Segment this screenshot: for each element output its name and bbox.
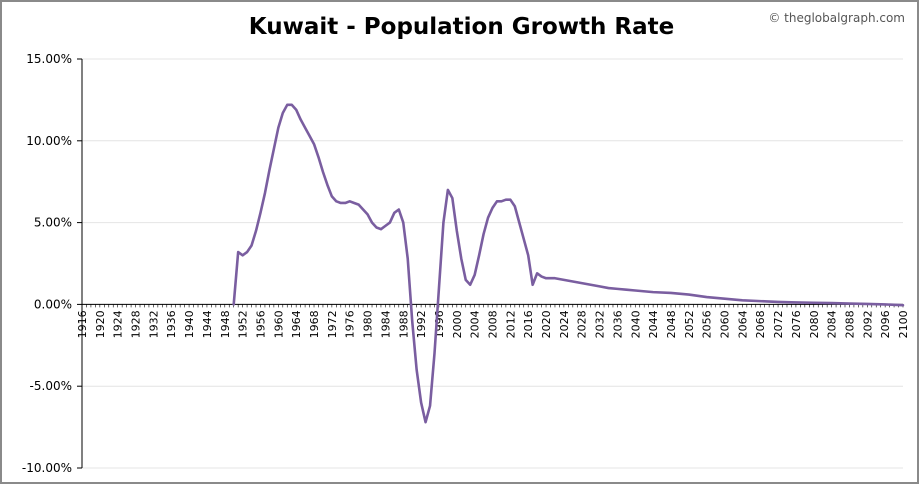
x-tick-label: 1952: [237, 310, 250, 338]
y-tick-label: -5.00%: [30, 379, 72, 393]
x-tick-label: 2056: [701, 310, 714, 338]
x-tick-label: 2068: [754, 310, 767, 338]
x-tick-label: 1932: [147, 310, 160, 338]
series-line: [232, 103, 905, 424]
x-tick-label: 1928: [130, 310, 143, 338]
x-tick-label: 1992: [415, 310, 428, 338]
x-tick-label: 2084: [826, 310, 839, 338]
x-tick-label: 1968: [308, 310, 321, 338]
credit-text: © theglobalgraph.com: [768, 11, 905, 25]
x-tick-label: 1936: [165, 310, 178, 338]
x-tick-label: 1948: [219, 310, 232, 338]
x-tick-label: 2024: [558, 310, 571, 338]
y-tick-label: 5.00%: [34, 216, 72, 230]
x-tick-label: 1924: [112, 310, 125, 338]
x-tick-label: 1988: [397, 310, 410, 338]
x-tick-label: 2064: [736, 310, 749, 338]
x-tick-label: 2048: [665, 310, 678, 338]
x-tick-label: 2044: [647, 310, 660, 338]
x-tick-label: 1944: [201, 310, 214, 338]
x-tick-label: 2076: [790, 310, 803, 338]
x-tick-label: 2004: [469, 310, 482, 338]
x-tick-label: 2016: [522, 310, 535, 338]
x-tick-label: 2052: [683, 310, 696, 338]
x-tick-label: 2000: [451, 310, 464, 338]
x-tick-label: 1920: [94, 310, 107, 338]
x-tick-label: 1980: [362, 310, 375, 338]
x-tick-label: 2096: [879, 310, 892, 338]
x-tick-label: 1940: [183, 310, 196, 338]
x-tick-label: 1916: [76, 310, 89, 338]
y-tick-label: 15.00%: [26, 52, 72, 66]
x-tick-label: 2088: [843, 310, 856, 338]
y-tick-label: 10.00%: [26, 134, 72, 148]
x-tick-label: 2040: [629, 310, 642, 338]
x-tick-label: 2100: [897, 310, 910, 338]
y-tick-label: 0.00%: [34, 297, 72, 311]
x-tick-label: 2092: [861, 310, 874, 338]
x-tick-label: 2080: [808, 310, 821, 338]
chart-title: Kuwait - Population Growth Rate: [248, 14, 675, 40]
x-tick-label: 2036: [611, 310, 624, 338]
x-tick-label: 2032: [594, 310, 607, 338]
x-tick-label: 2028: [576, 310, 589, 338]
x-tick-label: 1976: [344, 310, 357, 338]
x-tick-label: 2020: [540, 310, 553, 338]
x-tick-label: 1964: [290, 310, 303, 338]
y-tick-label: -10.00%: [22, 461, 72, 475]
x-tick-label: 2072: [772, 310, 785, 338]
x-tick-label: 1972: [326, 310, 339, 338]
x-tick-label: 2012: [504, 310, 517, 338]
x-tick-label: 1956: [254, 310, 267, 338]
x-tick-label: 2008: [487, 310, 500, 338]
x-tick-label: 1960: [272, 310, 285, 338]
x-tick-label: 2060: [719, 310, 732, 338]
x-tick-label: 1984: [379, 310, 392, 338]
